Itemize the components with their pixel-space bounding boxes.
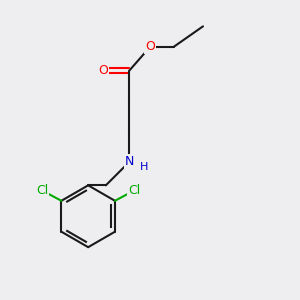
Text: Cl: Cl bbox=[36, 184, 48, 197]
Text: H: H bbox=[140, 162, 148, 172]
Text: Cl: Cl bbox=[128, 184, 140, 197]
Text: O: O bbox=[98, 64, 108, 77]
Text: N: N bbox=[125, 155, 134, 168]
Text: O: O bbox=[145, 40, 155, 53]
